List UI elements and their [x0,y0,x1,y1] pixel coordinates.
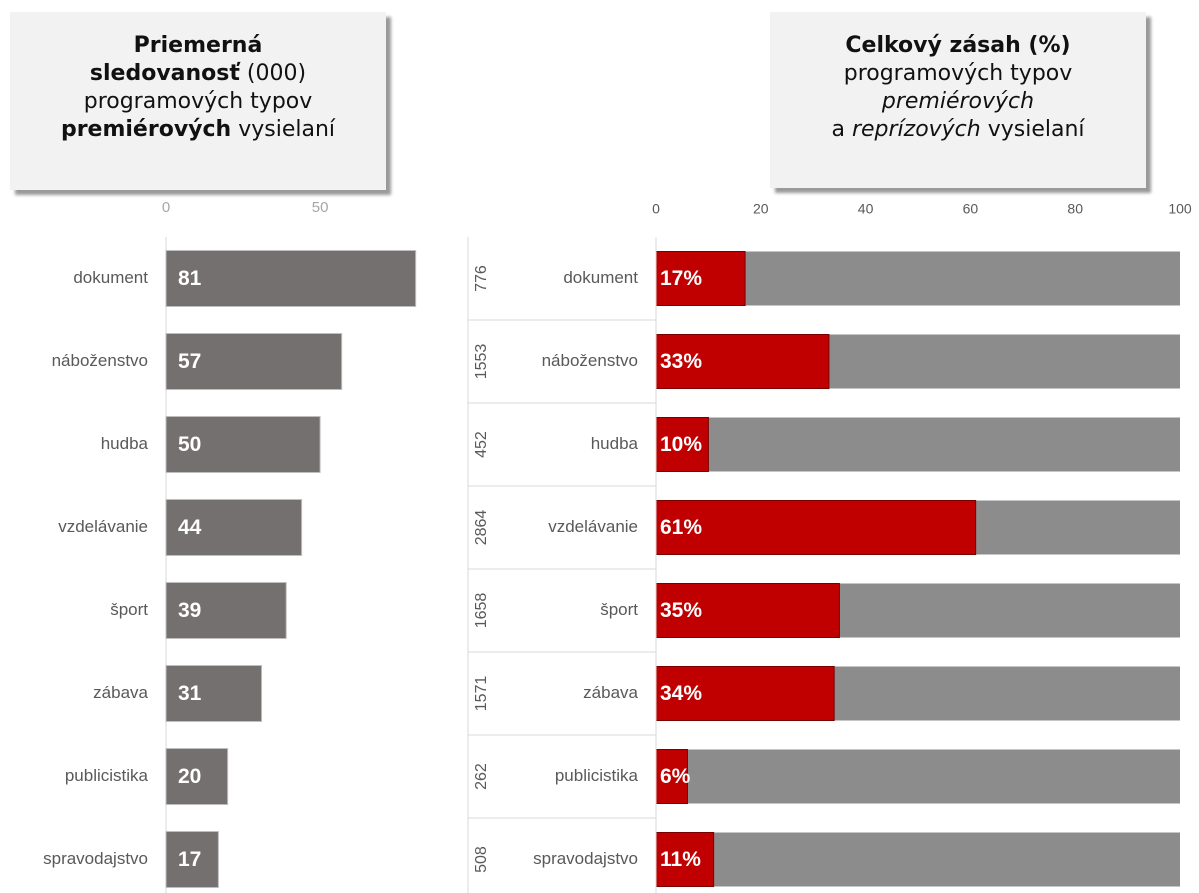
title-part: sledovanosť [89,61,240,86]
category-label: dokument [563,268,638,287]
value-label: 44 [178,516,202,539]
category-label: vzdelávanie [58,517,148,536]
count-label: 262 [473,763,490,790]
category-label: publicistika [555,766,639,785]
value-label: 35% [660,599,702,622]
left-title-box: Priemerná sledovanosť (000) programových… [10,12,386,190]
x-tick-label: 20 [753,201,769,217]
x-tick-label: 0 [652,201,660,217]
count-label: 1571 [473,676,490,712]
title-part: reprízových [851,117,981,142]
category-label: šport [600,600,638,619]
bar [165,831,219,888]
x-tick-label: 80 [1067,201,1083,217]
title-part: Priemerná [133,33,263,58]
x-tick-label: 0 [162,199,170,216]
value-label: 10% [660,433,702,456]
title-part: vysielaní [238,117,336,142]
category-label: vzdelávanie [548,517,638,536]
category-label: zábava [583,683,638,702]
value-label: 61% [660,516,702,539]
bar [165,333,343,390]
category-label: hudba [101,434,149,453]
title-part: vysielaní [987,117,1085,142]
bar [655,334,830,389]
value-label: 57 [178,350,201,373]
category-label: dokument [73,268,148,287]
bar-track [656,832,1180,887]
value-label: 17 [178,848,201,871]
count-label: 508 [473,846,490,873]
x-tick-label: 100 [1168,201,1192,217]
bar [165,499,303,556]
bar [655,583,840,638]
title-part: programových typov [83,89,313,114]
value-label: 81 [178,267,202,290]
bar-track [656,749,1180,804]
value-label: 33% [660,350,702,373]
category-label: publicistika [65,766,149,785]
count-label: 452 [473,431,490,458]
category-label: spravodajstvo [43,849,148,868]
category-label: šport [110,600,148,619]
value-label: 31 [178,682,202,705]
category-label: náboženstvo [52,351,148,370]
title-part: programových typov [843,61,1073,86]
count-label: 776 [473,265,490,292]
category-label: spravodajstvo [533,849,638,868]
bar [655,749,688,804]
value-label: 6% [660,765,691,788]
title-part: (000) [246,61,307,86]
category-label: hudba [591,434,639,453]
bar [165,250,417,307]
value-label: 39 [178,599,201,622]
bar [165,665,263,722]
value-label: 11% [660,848,701,871]
title-part: premiérových [881,89,1035,114]
category-label: náboženstvo [542,351,638,370]
title-part: a [831,117,845,142]
x-tick-label: 40 [858,201,874,217]
title-part: premiérových [60,117,232,142]
value-label: 17% [660,267,702,290]
value-label: 20 [178,765,201,788]
count-label: 1658 [473,593,490,629]
bar [165,416,321,473]
x-tick-label: 60 [963,201,979,217]
bar [655,251,746,306]
bar [165,748,229,805]
value-label: 50 [178,433,201,456]
count-label: 1553 [473,344,490,380]
right-title-box: Celkový zásah (%) programových typov pre… [770,12,1146,188]
bar [655,500,977,555]
category-label: zábava [93,683,148,702]
count-label: 2864 [473,510,490,546]
value-label: 34% [660,682,702,705]
title-part: Celkový zásah (%) [845,33,1071,58]
bar-track [656,417,1180,472]
x-tick-label: 50 [312,199,329,216]
bar [165,582,287,639]
